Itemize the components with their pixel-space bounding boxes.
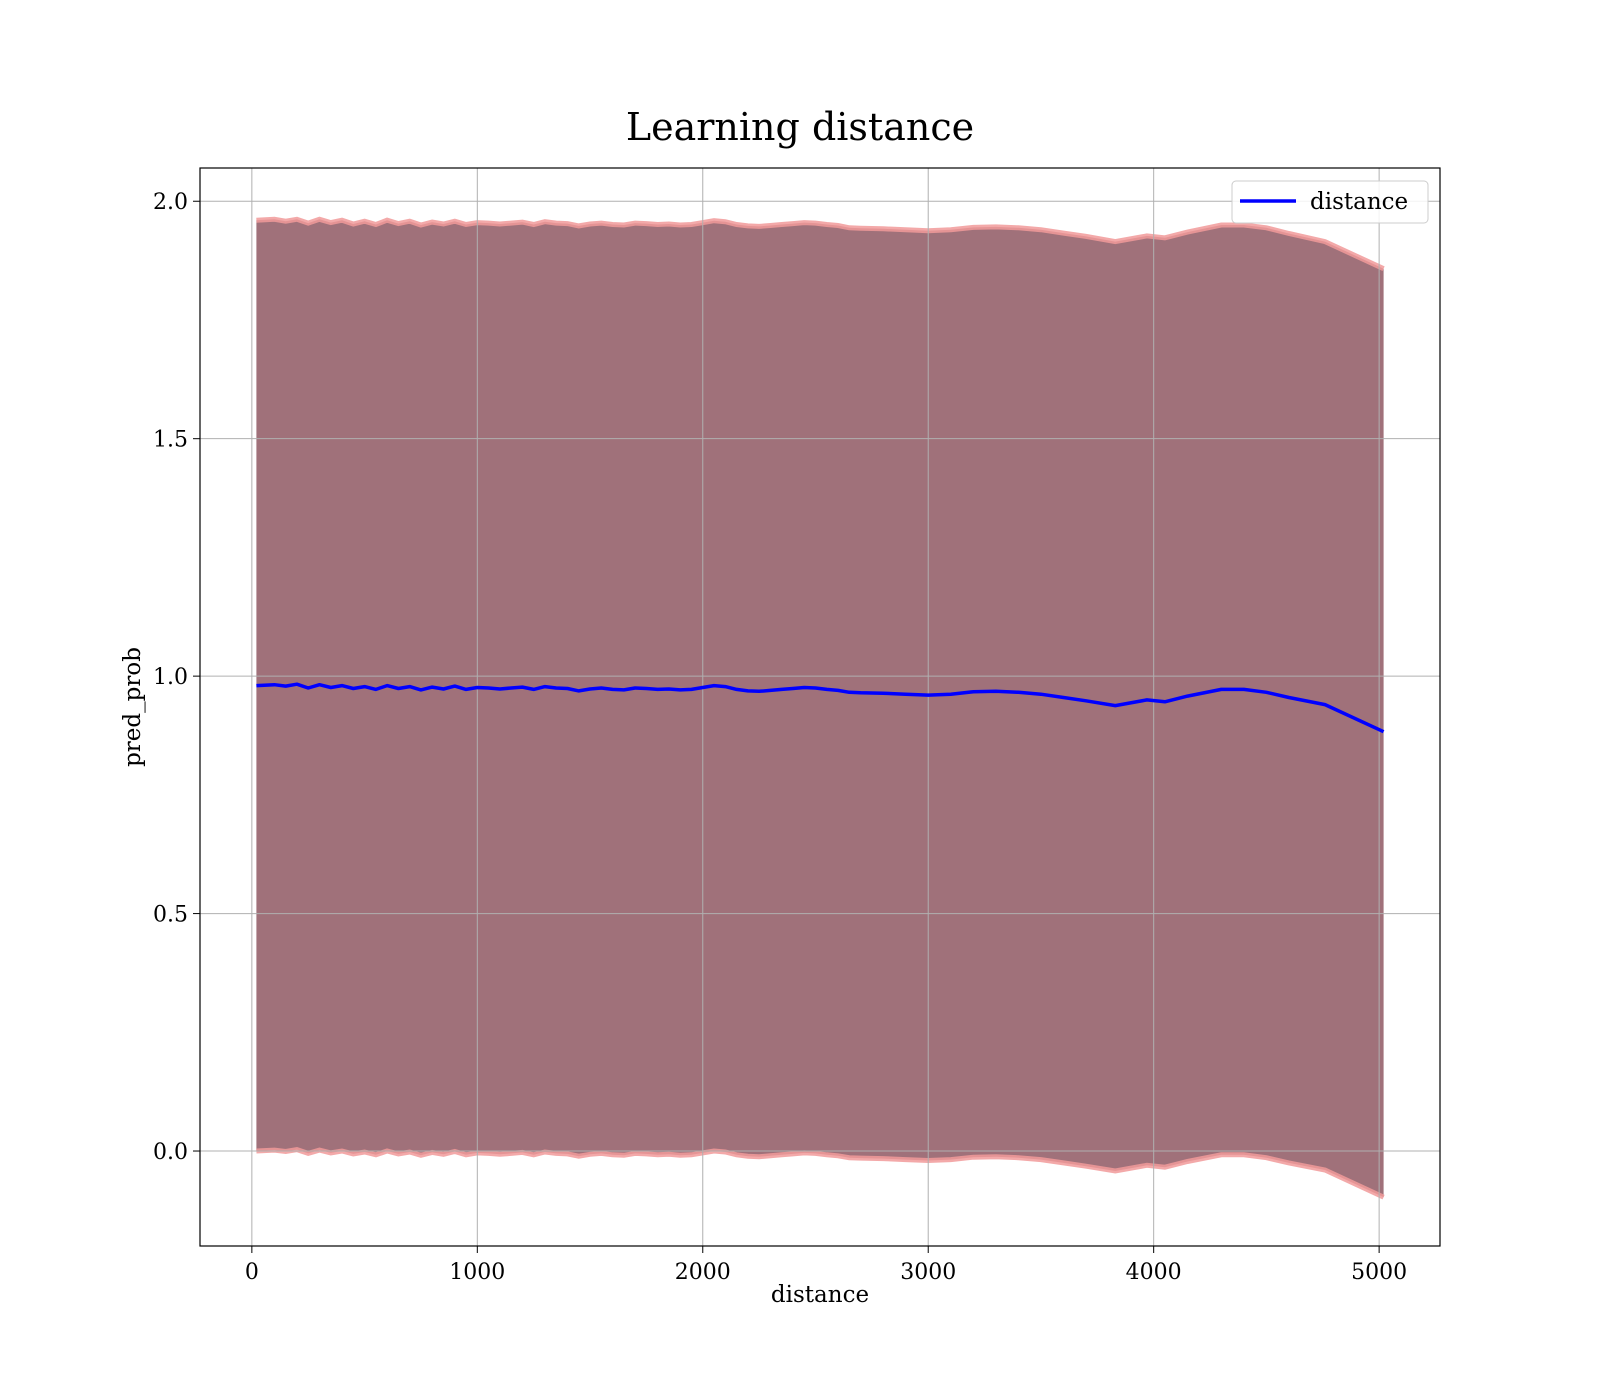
x-tick-label: 0 <box>245 1260 259 1285</box>
confidence-band <box>256 219 1384 1198</box>
legend-box <box>1231 180 1429 224</box>
legend-entry-distance: distance <box>1310 189 1408 215</box>
line-layer <box>256 682 1385 734</box>
plot-area <box>199 167 1441 1247</box>
x-tick-label: 3000 <box>900 1260 956 1285</box>
y-tick-label: 1.5 <box>153 428 188 453</box>
x-axis-ticks: 0 1000 2000 3000 4000 5000 <box>245 1246 1407 1285</box>
y-tick-label: 0.0 <box>153 1140 188 1165</box>
series-line-distance <box>256 682 1385 734</box>
x-tick-label: 2000 <box>675 1260 731 1285</box>
x-tick-label: 5000 <box>1351 1260 1407 1285</box>
y-tick-label: 0.5 <box>153 903 188 928</box>
x-axis-label: distance <box>771 1282 869 1308</box>
legend: distance <box>1231 180 1429 224</box>
plot-frame <box>199 167 1441 1247</box>
band-upper-edge <box>256 216 1385 271</box>
x-tick-label: 1000 <box>449 1260 505 1285</box>
y-tick-label: 1.0 <box>153 665 188 690</box>
band-layer <box>256 216 1385 1200</box>
chart-title: Learning distance <box>626 105 974 149</box>
grid-layer <box>200 168 1440 1246</box>
band-lower-edge <box>256 1147 1385 1200</box>
y-axis-ticks: 0.0 0.5 1.0 1.5 2.0 <box>153 190 200 1165</box>
y-tick-label: 2.0 <box>153 190 188 215</box>
x-tick-label: 4000 <box>1126 1260 1182 1285</box>
y-axis-label: pred_prob <box>120 647 146 767</box>
